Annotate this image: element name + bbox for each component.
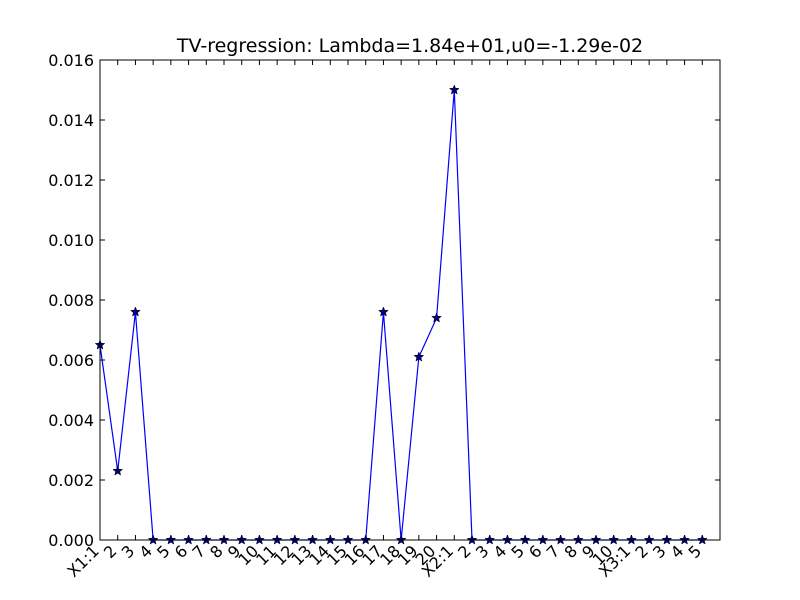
marker xyxy=(431,312,442,323)
y-tick-label: 0.010 xyxy=(48,231,94,250)
marker xyxy=(130,306,141,317)
y-tick-label: 0.000 xyxy=(48,531,94,550)
marker xyxy=(112,465,124,476)
y-tick-label: 0.002 xyxy=(48,471,94,490)
chart-title: TV-regression: Lambda=1.84e+01,u0=-1.29e… xyxy=(176,35,643,57)
y-tick-label: 0.016 xyxy=(48,51,94,70)
y-tick-label: 0.014 xyxy=(48,111,94,130)
y-tick-label: 0.008 xyxy=(48,291,94,310)
plot-frame xyxy=(99,59,721,541)
y-tick-label: 0.004 xyxy=(48,411,94,430)
y-tick-label: 0.012 xyxy=(48,171,94,190)
marker xyxy=(413,351,425,362)
marker xyxy=(448,84,460,95)
y-tick-label: 0.006 xyxy=(48,351,94,370)
marker xyxy=(378,306,389,317)
